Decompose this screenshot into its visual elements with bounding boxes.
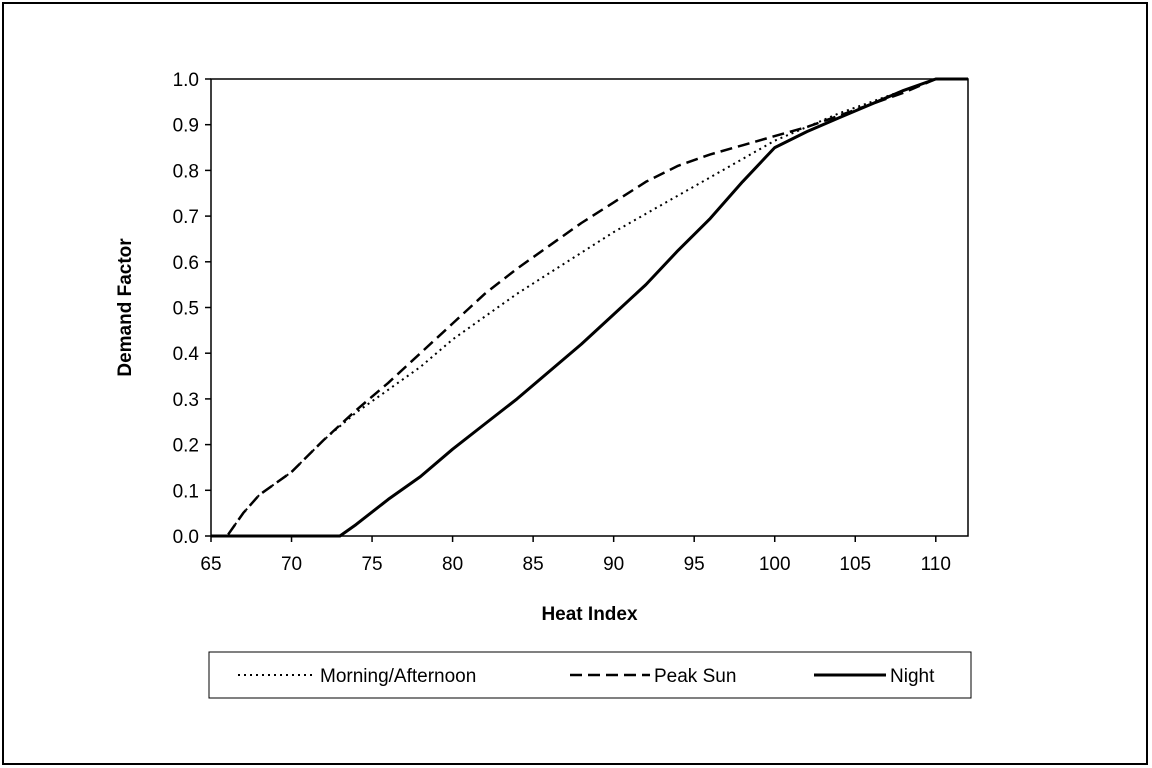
x-tick-label: 85 — [523, 554, 544, 575]
line-chart: 0.0 0.1 0.2 0.3 0.4 0.5 0.6 0.7 0.8 0.9 1.0 65 70 75… — [115, 70, 972, 699]
y-tick-label: 0.2 — [173, 436, 199, 457]
x-axis-ticks: 65 70 75 80 85 90 95 100 105 110 — [200, 536, 951, 575]
x-tick-label: 110 — [921, 554, 951, 575]
y-tick-label: 1.0 — [173, 70, 199, 91]
legend-label-night: Night — [890, 666, 935, 687]
x-tick-label: 75 — [361, 554, 382, 575]
series-lines — [211, 77, 968, 538]
y-tick-label: 0.9 — [173, 116, 199, 137]
x-tick-label: 100 — [759, 554, 791, 575]
x-tick-label: 80 — [442, 554, 463, 575]
y-tick-label: 0.8 — [173, 161, 199, 182]
plot-area — [210, 78, 969, 537]
legend: Morning/Afternoon Peak Sun Night — [208, 651, 972, 699]
y-axis-title: Demand Factor — [115, 238, 136, 377]
legend-label-peak-sun: Peak Sun — [654, 666, 736, 687]
y-tick-label: 0.3 — [173, 390, 199, 411]
x-tick-label: 70 — [281, 554, 302, 575]
y-tick-label: 0.1 — [173, 481, 199, 502]
y-tick-label: 0.7 — [173, 207, 199, 228]
series-line-night — [211, 77, 968, 538]
x-tick-label: 90 — [603, 554, 624, 575]
x-tick-label: 105 — [839, 554, 871, 575]
y-axis-ticks: 0.0 0.1 0.2 0.3 0.4 0.5 0.6 0.7 0.8 0.9 1.0 — [173, 70, 211, 548]
y-tick-label: 0.6 — [173, 253, 199, 274]
y-tick-label: 0.5 — [173, 299, 199, 320]
y-tick-label: 0.0 — [173, 527, 199, 548]
y-tick-label: 0.4 — [173, 344, 200, 365]
series-line-peak-sun — [211, 77, 968, 538]
x-axis-title: Heat Index — [541, 604, 638, 625]
x-tick-label: 95 — [684, 554, 705, 575]
x-tick-label: 65 — [200, 554, 221, 575]
legend-label-morning-afternoon: Morning/Afternoon — [320, 666, 476, 687]
